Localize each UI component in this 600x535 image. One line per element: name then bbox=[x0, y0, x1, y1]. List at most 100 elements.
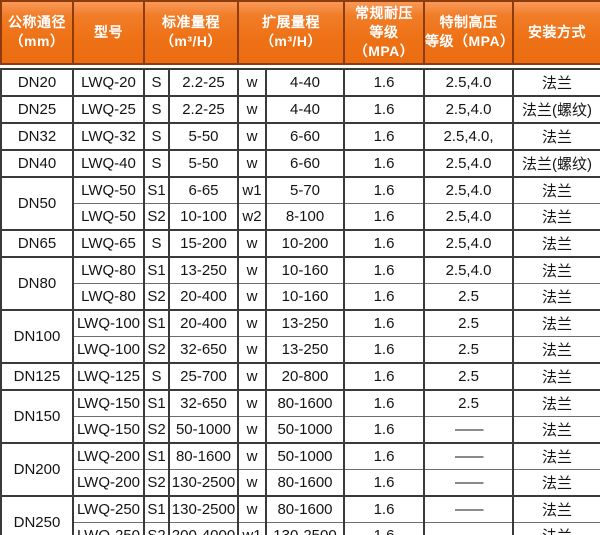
cell-regular: 1.6 bbox=[343, 388, 425, 417]
cell-ext: 6-60 bbox=[265, 121, 345, 151]
cell-s: S bbox=[143, 361, 170, 391]
cell-ext: 80-1600 bbox=[265, 494, 345, 523]
cell-high: —— bbox=[423, 441, 514, 470]
cell-high: 2.5,4.0 bbox=[423, 175, 514, 204]
cell-regular: 1.6 bbox=[343, 148, 425, 178]
cell-install: 法兰 bbox=[512, 441, 600, 470]
cell-dn: DN25 bbox=[0, 94, 74, 124]
cell-high: 2.5,4.0 bbox=[423, 228, 514, 258]
cell-ext: 4-40 bbox=[265, 94, 345, 124]
cell-s: S1 bbox=[143, 175, 170, 204]
cell-std: 25-700 bbox=[168, 361, 239, 391]
table-row: LWQ-250S2200-4000w1130-25001.6——法兰 bbox=[1, 521, 600, 535]
cell-regular: 1.6 bbox=[343, 441, 425, 470]
cell-ext: 4-40 bbox=[265, 67, 345, 97]
cell-ext: 5-70 bbox=[265, 175, 345, 204]
cell-std: 80-1600 bbox=[168, 441, 239, 470]
cell-model: LWQ-65 bbox=[72, 228, 145, 258]
cell-high: —— bbox=[423, 521, 514, 535]
cell-model: LWQ-200 bbox=[72, 441, 145, 470]
cell-w: w bbox=[237, 308, 267, 337]
cell-install: 法兰 bbox=[512, 494, 600, 523]
header-extended-range-line1: 扩展量程 bbox=[262, 14, 320, 31]
table-row: DN200 LWQ-200 S1 80-1600 w 50-1000 1.6 —— 法兰 bbox=[0, 441, 600, 497]
cell-std: 15-200 bbox=[168, 228, 239, 258]
cell-ext: 130-2500 bbox=[265, 521, 345, 535]
cell-s: S bbox=[143, 67, 170, 97]
cell-dn: DN65 bbox=[0, 228, 74, 258]
cell-w: w bbox=[237, 255, 267, 284]
cell-install: 法兰(螺纹) bbox=[512, 94, 600, 124]
cell-std: 130-2500 bbox=[168, 494, 239, 523]
spec-table: DN20 LWQ-20 S 2.2-25 w 4-40 1.6 2.5,4.0 法兰 DN25 LW… bbox=[0, 67, 600, 535]
cell-std: 200-4000 bbox=[168, 521, 239, 535]
cell-s: S1 bbox=[143, 255, 170, 284]
cell-model: LWQ-25 bbox=[72, 94, 145, 124]
cell-regular: 1.6 bbox=[343, 468, 425, 497]
cell-s: S1 bbox=[143, 441, 170, 470]
cell-std: 32-650 bbox=[168, 388, 239, 417]
cell-regular: 1.6 bbox=[343, 521, 425, 535]
cell-ext: 50-1000 bbox=[265, 441, 345, 470]
cell-s: S2 bbox=[143, 202, 170, 231]
cell-dn: DN125 bbox=[0, 361, 74, 391]
cell-regular: 1.6 bbox=[343, 282, 425, 311]
table-row: DN20 LWQ-20 S 2.2-25 w 4-40 1.6 2.5,4.0 法兰 bbox=[0, 67, 600, 97]
cell-dn: DN250 bbox=[0, 494, 74, 535]
cell-w: w bbox=[237, 67, 267, 97]
cell-high: 2.5,4.0 bbox=[423, 255, 514, 284]
table-row: DN250 LWQ-250 S1 130-2500 w 80-1600 1.6 —— 法兰 bbox=[0, 494, 600, 535]
cell-ext: 13-250 bbox=[265, 335, 345, 364]
cell-w: w1 bbox=[237, 521, 267, 535]
table-row: DN150 LWQ-150 S1 32-650 w 80-1600 1.6 2.5 法兰 bbox=[0, 388, 600, 444]
cell-w: w bbox=[237, 335, 267, 364]
cell-ext: 8-100 bbox=[265, 202, 345, 231]
header-high-pressure: 特制高压 等级（MPA） bbox=[423, 0, 514, 65]
cell-regular: 1.6 bbox=[343, 121, 425, 151]
header-dn: 公称通径 （mm） bbox=[0, 0, 74, 65]
spec-table-header: 公称通径 （mm） 型号 标准量程 （m³/H） 扩展量程 （m³/H） 常规耐… bbox=[0, 0, 600, 65]
spec-table-body: DN20 LWQ-20 S 2.2-25 w 4-40 1.6 2.5,4.0 法兰 DN25 LW… bbox=[0, 67, 600, 535]
cell-w: w bbox=[237, 121, 267, 151]
cell-dn: DN100 bbox=[0, 308, 74, 364]
cell-high: —— bbox=[423, 468, 514, 497]
cell-std: 13-250 bbox=[168, 255, 239, 284]
cell-regular: 1.6 bbox=[343, 308, 425, 337]
cell-model: LWQ-100 bbox=[72, 308, 145, 337]
cell-w: w bbox=[237, 441, 267, 470]
header-extended-range: 扩展量程 （m³/H） bbox=[237, 0, 345, 65]
cell-high: —— bbox=[423, 415, 514, 444]
cell-high: 2.5,4.0 bbox=[423, 202, 514, 231]
cell-dn: DN80 bbox=[0, 255, 74, 311]
header-standard-range-line2: （m³/H） bbox=[159, 33, 223, 50]
cell-install: 法兰 bbox=[512, 228, 600, 258]
cell-s: S bbox=[143, 148, 170, 178]
cell-w: w bbox=[237, 94, 267, 124]
cell-std: 6-65 bbox=[168, 175, 239, 204]
cell-regular: 1.6 bbox=[343, 175, 425, 204]
cell-model: LWQ-100 bbox=[72, 335, 145, 364]
cell-model: LWQ-50 bbox=[72, 175, 145, 204]
cell-model: LWQ-80 bbox=[72, 282, 145, 311]
cell-model: LWQ-32 bbox=[72, 121, 145, 151]
cell-std: 130-2500 bbox=[168, 468, 239, 497]
cell-dn: DN200 bbox=[0, 441, 74, 497]
cell-w: w2 bbox=[237, 202, 267, 231]
cell-s: S bbox=[143, 121, 170, 151]
cell-std: 2.2-25 bbox=[168, 94, 239, 124]
cell-model: LWQ-125 bbox=[72, 361, 145, 391]
cell-install: 法兰 bbox=[512, 308, 600, 337]
cell-regular: 1.6 bbox=[343, 94, 425, 124]
cell-s: S2 bbox=[143, 415, 170, 444]
cell-s: S bbox=[143, 94, 170, 124]
header-high-pressure-line1: 特制高压 bbox=[439, 14, 498, 31]
table-row: DN125 LWQ-125 S 25-700 w 20-800 1.6 2.5 法兰 bbox=[0, 361, 600, 391]
cell-dn: DN40 bbox=[0, 148, 74, 178]
cell-model: LWQ-50 bbox=[72, 202, 145, 231]
cell-install: 法兰 bbox=[512, 121, 600, 151]
cell-install: 法兰 bbox=[512, 388, 600, 417]
header-model-line1: 型号 bbox=[94, 23, 123, 40]
table-row: DN80 LWQ-80 S1 13-250 w 10-160 1.6 2.5,4.0 法兰 bbox=[0, 255, 600, 311]
header-dn-line2: （mm） bbox=[9, 33, 65, 50]
cell-std: 20-400 bbox=[168, 282, 239, 311]
